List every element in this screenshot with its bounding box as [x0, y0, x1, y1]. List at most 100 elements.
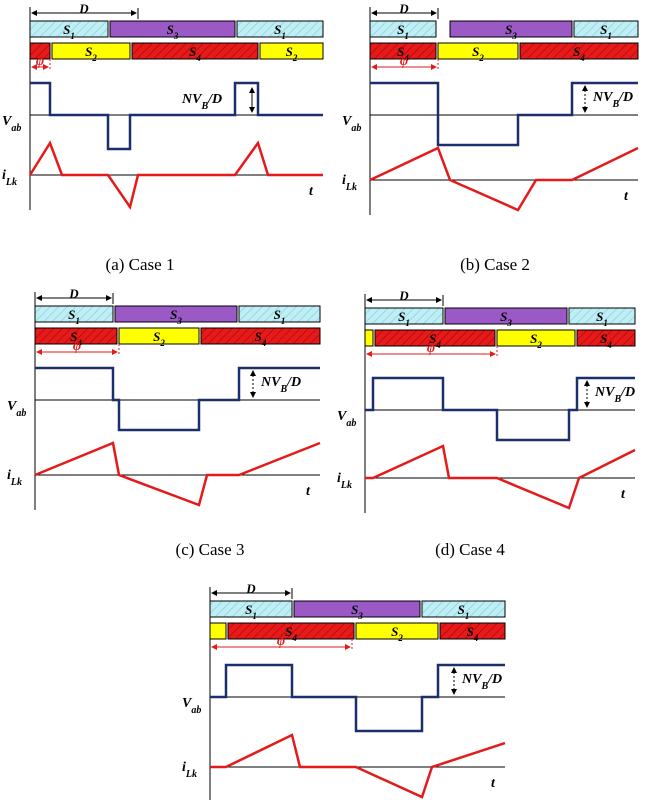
bar-top-s1-2-label: S1 — [274, 307, 286, 326]
bar-bottom-s4-3 — [439, 622, 506, 640]
caption-1: (a) Case 1 — [106, 255, 175, 274]
bar-top-s3-1-label: S3 — [500, 309, 512, 328]
bar-bottom-s4-2 — [131, 42, 259, 60]
vab-waveform — [35, 366, 320, 432]
phi-label: φ — [73, 339, 81, 354]
bar-bottom-s4-2-label: S4 — [189, 44, 201, 63]
bar-bottom-s2-1 — [118, 327, 200, 345]
bar-bottom-s4-0-label: S4 — [70, 329, 82, 348]
bar-bottom-s4-2 — [200, 327, 321, 345]
bar-top-s1-2-label: S1 — [600, 22, 612, 41]
ilk-label: iLk — [182, 760, 197, 780]
d-label: D — [245, 581, 256, 596]
nvb-label: NVB/D — [260, 375, 301, 395]
vab-label: Vab — [337, 409, 356, 429]
bar-top-s1-0-label: S1 — [245, 602, 257, 621]
bar-top-s1-0-label: S1 — [68, 307, 80, 326]
bar-top-s3-1-label: S3 — [351, 602, 363, 621]
bar-bottom-s2-1 — [51, 42, 131, 60]
caption-4: (d) Case 4 — [435, 540, 505, 559]
d-label: D — [78, 1, 89, 16]
bar-bottom-s4-2-label: S4 — [573, 44, 585, 63]
bar-bottom-s2-1-label: S2 — [472, 44, 484, 63]
t-label: t — [309, 184, 314, 199]
bar-top-s3-1 — [109, 20, 236, 38]
bar-bottom-s4-0-label: S4 — [397, 44, 409, 63]
d-label: D — [398, 288, 409, 303]
bar-bottom-s2-1-label: S2 — [153, 329, 165, 348]
vab-waveform — [365, 376, 635, 442]
bar-top-s1-0-label: S1 — [63, 22, 75, 41]
bar-bottom-s4-2 — [519, 42, 639, 60]
bar-bottom-s2-3-label: S2 — [286, 44, 298, 63]
bar-top-s3-1 — [114, 305, 238, 323]
bar-bottom-s2-0 — [209, 622, 227, 640]
bar-bottom-s2-1-label: S2 — [85, 44, 97, 63]
bar-bottom-s2-3 — [259, 42, 324, 60]
caption-2: (b) Case 2 — [460, 255, 530, 274]
bar-top-s1-2-label: S1 — [274, 22, 286, 41]
bar-top-s1-0-label: S1 — [398, 309, 410, 328]
bar-bottom-s2-0 — [364, 329, 374, 347]
bar-top-s1-2 — [236, 20, 324, 38]
ilk-waveform — [210, 733, 506, 799]
vab-label: Vab — [2, 114, 21, 134]
phi-label: φ — [400, 54, 408, 69]
vab-label: Vab — [7, 399, 26, 419]
bar-bottom-s4-1-label: S4 — [285, 624, 297, 643]
ilk-waveform — [34, 441, 321, 507]
bar-top-s1-2 — [573, 20, 639, 38]
bar-bottom-s2-1 — [437, 42, 519, 60]
bar-top-s3-1 — [293, 600, 421, 618]
vab-label: Vab — [182, 696, 201, 716]
bar-top-s3-1 — [449, 20, 573, 38]
bar-bottom-s4-1 — [227, 622, 355, 640]
bar-bottom-s2-2 — [355, 622, 439, 640]
bar-top-s1-2 — [238, 305, 321, 323]
ilk-label: iLk — [337, 471, 352, 491]
nvb-label: NVB/D — [181, 92, 222, 112]
vab-label: Vab — [342, 114, 361, 134]
ilk-label: iLk — [7, 468, 22, 488]
bar-top-s3-1-label: S3 — [170, 307, 182, 326]
bar-bottom-s4-3 — [576, 329, 636, 347]
ilk-label: iLk — [2, 168, 17, 188]
bar-bottom-s4-3-label: S4 — [467, 624, 479, 643]
ilk-label: iLk — [342, 173, 357, 193]
bar-bottom-s2-2-label: S2 — [391, 624, 403, 643]
bar-bottom-s4-1-label: S4 — [429, 331, 441, 350]
caption-3: (c) Case 3 — [176, 540, 245, 559]
bar-bottom-s2-2-label: S2 — [530, 331, 542, 350]
vab-waveform — [30, 81, 323, 151]
nvb-label: NVB/D — [461, 672, 502, 692]
t-label: t — [306, 484, 311, 499]
bar-bottom-s4-3-label: S4 — [600, 331, 612, 350]
d-label: D — [68, 286, 79, 301]
phi-label: φ — [427, 341, 435, 356]
nvb-label: NVB/D — [594, 385, 635, 405]
d-label: D — [398, 1, 409, 16]
nvb-label: NVB/D — [592, 90, 633, 110]
bar-bottom-s4-2-label: S4 — [255, 329, 267, 348]
ilk-waveform — [28, 140, 323, 210]
bar-top-s1-2-label: S1 — [596, 309, 608, 328]
t-label: t — [621, 487, 626, 502]
bar-top-s1-2 — [421, 600, 506, 618]
phi-label: φ — [277, 634, 285, 649]
bar-top-s1-2 — [568, 307, 636, 325]
phi-label: φ — [36, 54, 44, 69]
bar-top-s1-0-label: S1 — [397, 22, 409, 41]
bar-bottom-s4-1 — [374, 329, 496, 347]
t-label: t — [491, 776, 496, 791]
bar-bottom-s2-2 — [496, 329, 576, 347]
vab-waveform — [370, 81, 638, 147]
vab-waveform — [210, 663, 505, 733]
bar-top-s1-2-label: S1 — [458, 602, 470, 621]
ilk-waveform — [365, 444, 636, 510]
